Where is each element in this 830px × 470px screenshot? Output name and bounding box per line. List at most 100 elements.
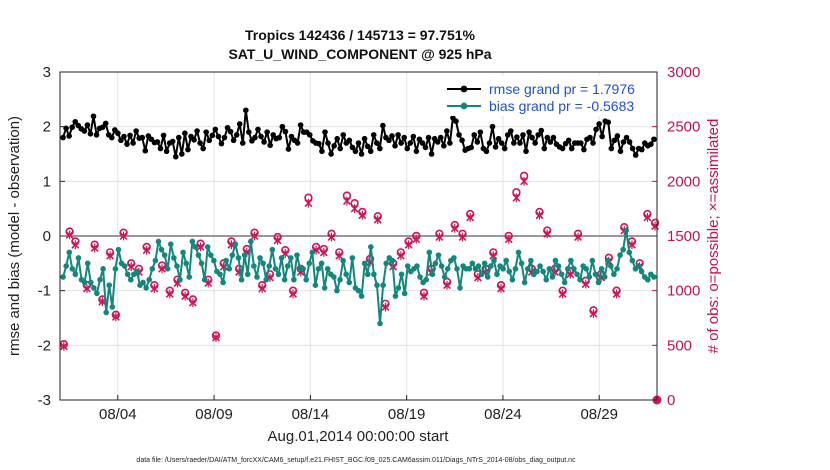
- rmse-point: [407, 140, 414, 146]
- bias-point: [478, 271, 485, 278]
- bias-point: [217, 271, 223, 278]
- rmse-point: [285, 146, 292, 152]
- rmse-point: [361, 135, 368, 142]
- rmse-point: [608, 145, 615, 152]
- bias-point: [374, 282, 380, 289]
- bias-point: [611, 271, 617, 278]
- rmse-point: [578, 140, 584, 146]
- rmse-point: [337, 145, 344, 152]
- rmse-point: [489, 123, 496, 130]
- bias-point: [503, 257, 510, 264]
- bias-point: [626, 249, 633, 256]
- rmse-point: [629, 145, 636, 152]
- rmse-point: [495, 135, 502, 142]
- bias-point: [94, 290, 100, 297]
- rmse-point: [456, 132, 462, 138]
- x-tick-label: 08/04: [99, 406, 137, 423]
- rmse-point: [108, 134, 115, 141]
- bias-point: [561, 279, 568, 286]
- y-right-tick-label: 500: [667, 337, 692, 354]
- bias-point: [451, 255, 457, 261]
- assimilated-obs-point: [289, 289, 297, 299]
- bias-point: [312, 282, 319, 289]
- legend-rmse-label: rmse grand pr = 1.7976: [489, 81, 635, 97]
- bias-point: [183, 260, 189, 267]
- assimilated-obs-point: [643, 213, 652, 222]
- bias-point: [60, 274, 66, 280]
- y-tick-label: 2: [43, 119, 51, 136]
- bias-point: [444, 266, 451, 272]
- bias-point: [272, 266, 279, 272]
- bias-point: [481, 260, 488, 267]
- bias-point: [143, 285, 149, 291]
- bias-point: [318, 260, 325, 267]
- bias-point: [598, 266, 605, 272]
- assimilated-obs-point: [558, 289, 567, 299]
- bias-point: [558, 271, 565, 278]
- rmse-point: [87, 130, 94, 137]
- rmse-point: [614, 133, 621, 139]
- assimilated-obs-point: [327, 232, 336, 242]
- assimilated-obs-point: [504, 234, 513, 244]
- rmse-point: [175, 134, 182, 141]
- rmse-point: [322, 129, 328, 135]
- bias-point: [287, 255, 294, 261]
- series-layer: [59, 107, 662, 405]
- rmse-point: [255, 126, 261, 133]
- rmse-point: [358, 151, 365, 157]
- assimilated-obs-point: [82, 284, 91, 293]
- rmse-point: [127, 132, 133, 139]
- bias-point: [309, 249, 316, 256]
- assimilated-obs-point: [627, 240, 636, 250]
- assimilated-obs-point: [119, 231, 128, 241]
- rmse-point: [288, 133, 295, 140]
- y-right-tick-label: 2000: [667, 173, 700, 190]
- assimilated-obs-point: [342, 196, 351, 206]
- y-tick-label: -3: [38, 392, 51, 409]
- rmse-point: [459, 137, 465, 144]
- rmse-point: [270, 132, 277, 138]
- bias-point: [140, 279, 146, 286]
- x-tick-label: 08/09: [195, 406, 233, 423]
- rmse-point: [294, 140, 301, 146]
- bias-point: [383, 260, 389, 267]
- rmse-point: [419, 140, 426, 146]
- bias-point: [171, 255, 177, 261]
- assimilated-obs-point: [612, 289, 621, 299]
- rmse-point: [182, 130, 188, 137]
- chart-subtitle: SAT_U_WIND_COMPONENT @ 925 hPa: [228, 46, 491, 62]
- rmse-point: [626, 139, 633, 145]
- rmse-point: [611, 137, 618, 144]
- x-tick-label: 08/19: [388, 406, 426, 423]
- rmse-point: [617, 148, 624, 155]
- rmse-point: [163, 148, 170, 155]
- rmse-point: [276, 134, 283, 141]
- bias-point: [491, 257, 497, 264]
- rmse-point: [236, 121, 243, 127]
- rmse-point: [434, 139, 441, 145]
- bias-point: [75, 255, 82, 261]
- rmse-point: [422, 144, 429, 151]
- assimilated-obs-point: [512, 193, 521, 203]
- rmse-point: [279, 123, 286, 130]
- bias-point: [291, 276, 297, 283]
- rmse-point: [389, 133, 395, 139]
- assimilated-obs-point: [188, 298, 197, 308]
- rmse-point: [559, 145, 566, 152]
- bias-point: [457, 285, 463, 291]
- bias-point: [343, 271, 349, 278]
- bias-point: [195, 252, 202, 258]
- rmse-point: [185, 146, 191, 153]
- bias-point: [423, 276, 430, 283]
- bias-point: [174, 263, 180, 269]
- bias-point: [121, 263, 128, 269]
- bias-point: [614, 266, 620, 272]
- rmse-point: [328, 151, 334, 157]
- bias-point: [401, 290, 408, 297]
- assimilated-obs-point: [142, 245, 151, 255]
- bias-point: [549, 274, 556, 280]
- rmse-point: [218, 140, 225, 147]
- rmse-point: [264, 129, 270, 135]
- assimilated-obs-point: [273, 235, 282, 245]
